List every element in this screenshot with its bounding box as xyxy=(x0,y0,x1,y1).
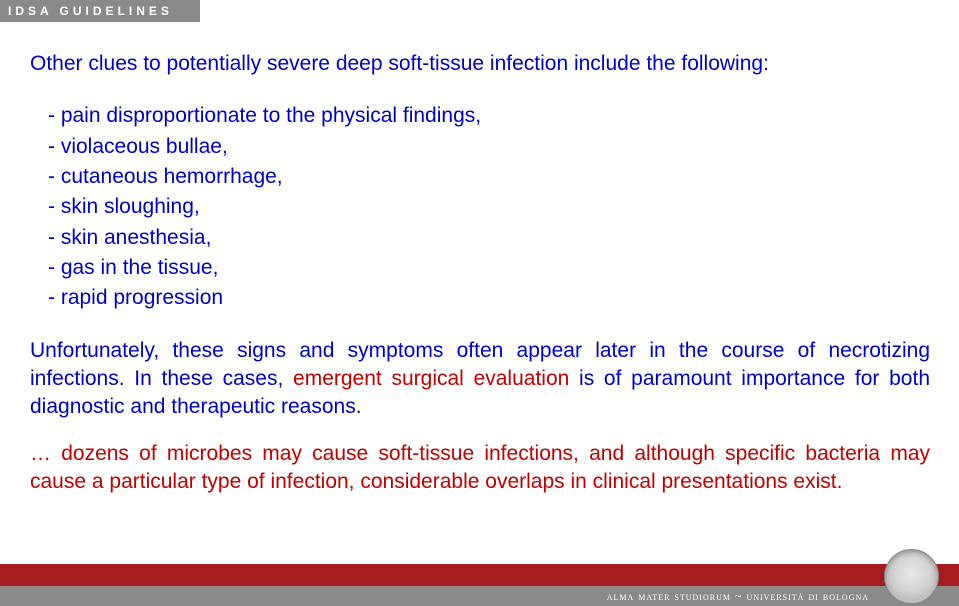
header-band: IDSA GUIDELINES xyxy=(0,0,200,22)
list-item: gas in the tissue, xyxy=(48,254,930,282)
footer-gray-bar: alma mater studiorum ~ università di bol… xyxy=(0,586,959,606)
list-item: skin sloughing, xyxy=(48,193,930,221)
university-seal-icon xyxy=(884,549,939,604)
header-label: IDSA GUIDELINES xyxy=(8,4,173,18)
list-item: rapid progression xyxy=(48,284,930,312)
dozens-paragraph: … dozens of microbes may cause soft-tiss… xyxy=(30,440,930,497)
unfortunately-paragraph: Unfortunately, these signs and symptoms … xyxy=(30,337,930,422)
list-item: cutaneous hemorrhage, xyxy=(48,163,930,191)
list-item: violaceous bullae, xyxy=(48,133,930,161)
footer-red-bar xyxy=(0,564,959,586)
bullet-list: pain disproportionate to the physical fi… xyxy=(30,102,930,312)
list-item: skin anesthesia, xyxy=(48,224,930,252)
content-area: Other clues to potentially severe deep s… xyxy=(30,50,930,514)
heading-text: Other clues to potentially severe deep s… xyxy=(30,50,930,78)
footer-text: alma mater studiorum ~ università di bol… xyxy=(607,589,869,604)
list-item: pain disproportionate to the physical fi… xyxy=(48,102,930,130)
unfortunately-emphasis: emergent surgical evaluation xyxy=(293,367,569,390)
